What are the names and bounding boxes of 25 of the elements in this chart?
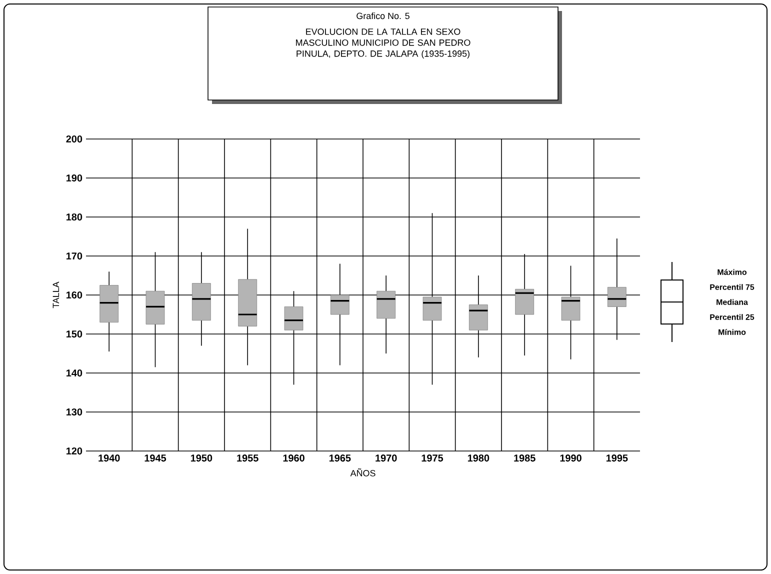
y-tick-label: 130 <box>66 408 82 416</box>
x-tick-label: 1940 <box>98 454 120 462</box>
x-tick-label: 1980 <box>468 454 490 462</box>
chart-subtitle: EVOLUCION DE LA TALLA EN SEXO MASCULINO MUNICIPIO DE SAN PEDRO PINULA, DEPTO. DE JALAPA (1935-1995) <box>296 28 470 59</box>
x-tick-label: 1960 <box>283 454 304 462</box>
y-tick-label: 170 <box>66 252 82 260</box>
y-tick-label: 150 <box>66 330 82 338</box>
y-axis-title: TALLA <box>52 282 60 308</box>
x-axis-title: AÑOS <box>350 468 376 476</box>
x-tick-label: 1970 <box>376 454 397 462</box>
chart-title: Grafico No. 5 <box>356 12 410 20</box>
y-tick-label: 140 <box>66 369 82 377</box>
y-tick-label: 190 <box>66 174 82 182</box>
x-tick-label: 1975 <box>422 454 444 462</box>
x-tick-label: 1995 <box>606 454 628 462</box>
y-tick-label: 200 <box>66 135 82 143</box>
x-tick-label: 1945 <box>144 454 166 462</box>
y-tick-label: 120 <box>66 447 82 455</box>
y-tick-label: 180 <box>66 213 82 221</box>
x-tick-label: 1950 <box>190 454 212 462</box>
x-tick-label: 1965 <box>329 454 351 462</box>
x-tick-label: 1985 <box>514 454 536 462</box>
y-tick-label: 160 <box>66 291 82 299</box>
x-tick-label: 1990 <box>560 454 582 462</box>
x-tick-label: 1955 <box>237 454 258 462</box>
